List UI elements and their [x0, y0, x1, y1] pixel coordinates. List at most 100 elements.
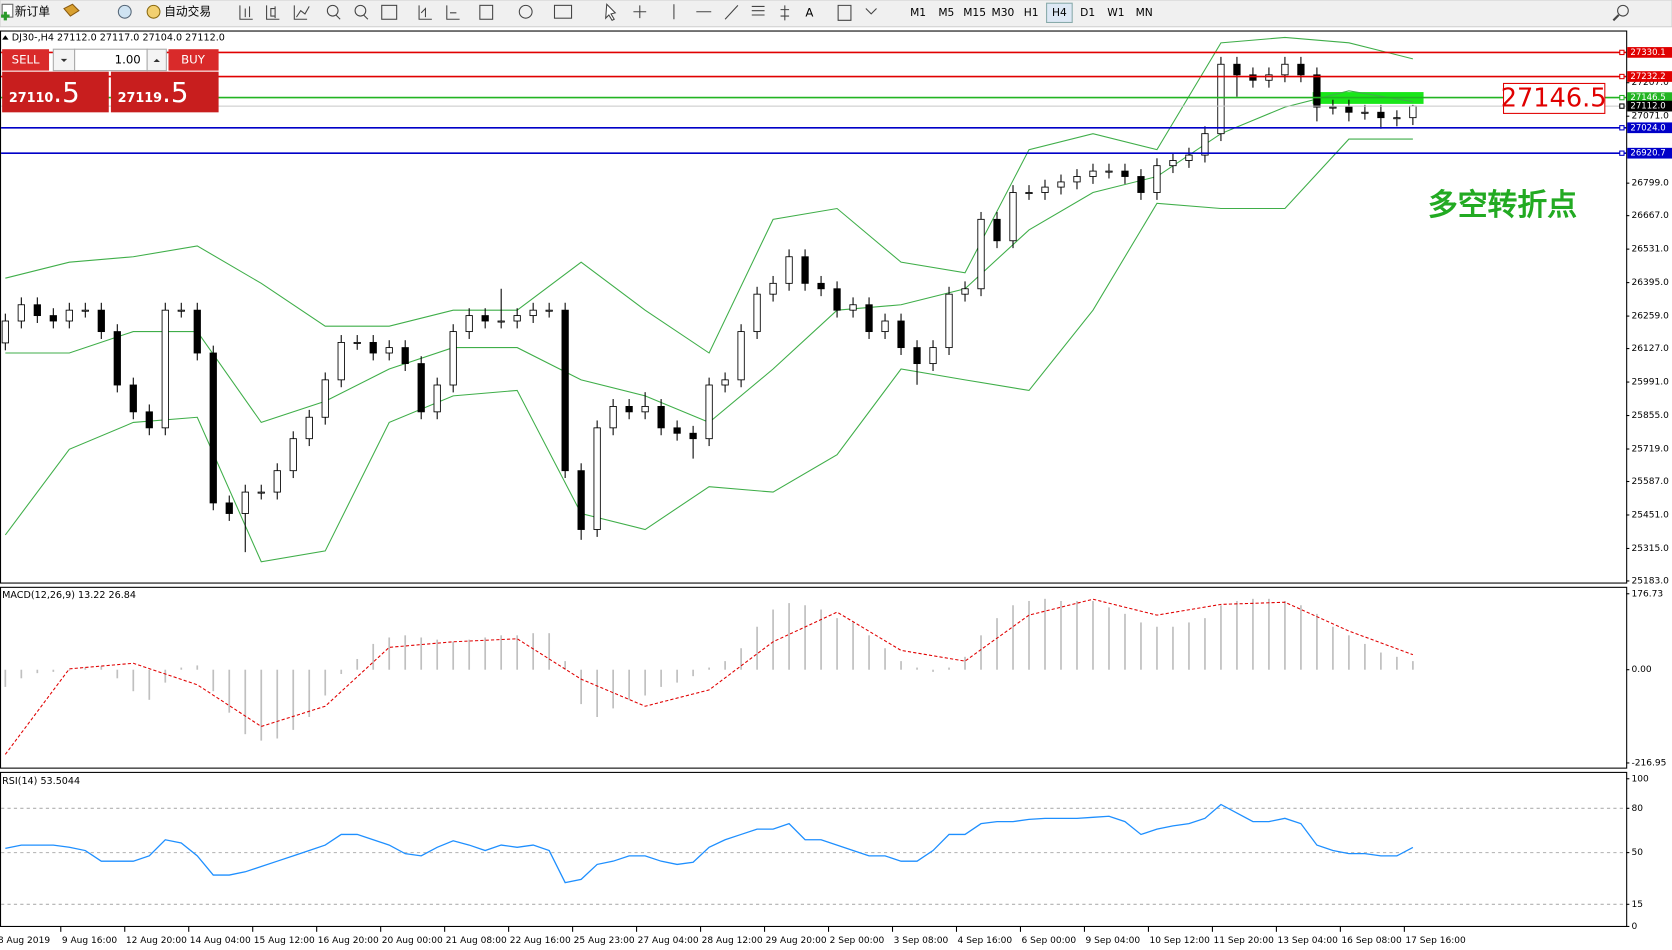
y-tick-label: 25991.0 — [1631, 378, 1669, 388]
new-order-button[interactable]: 新订单 — [1, 3, 50, 21]
macd-bar — [1300, 605, 1302, 670]
price-label: 27024.0 — [1630, 123, 1665, 133]
x-tick-label: 2 Sep 00:00 — [830, 936, 885, 946]
rsi-pane — [0, 771, 1628, 927]
macd-pane — [0, 586, 1628, 769]
macd-bar — [452, 641, 455, 670]
x-tick-label: 16 Sep 08:00 — [1341, 936, 1402, 946]
candle-body — [705, 384, 713, 440]
candle-body — [49, 315, 57, 322]
macd-bar — [1188, 622, 1190, 670]
candle-body — [817, 282, 825, 290]
macd-bar — [724, 661, 726, 670]
timeframe-button[interactable]: H4 — [1052, 6, 1067, 19]
macd-bar — [532, 633, 535, 670]
sell-price-box[interactable] — [2, 71, 109, 113]
candle-body — [529, 309, 537, 317]
macd-bar — [1220, 605, 1222, 670]
buy-price-pips: .5 — [162, 76, 188, 109]
timeframe-button[interactable]: M15 — [963, 6, 986, 19]
macd-bar — [500, 635, 503, 670]
text-tool-icon[interactable]: A — [805, 5, 813, 19]
timeframe-button[interactable]: M30 — [992, 6, 1015, 19]
buy-button[interactable] — [168, 49, 219, 71]
icon[interactable] — [63, 3, 80, 17]
line-marker — [1619, 125, 1625, 131]
plots: 27207.0 27071.0 26799.0 26667.0 26531.0 26395… — [0, 36, 1672, 946]
callout-text: 27146.5 — [1501, 83, 1607, 113]
macd-bar — [1364, 643, 1366, 670]
macd-bar — [52, 669, 55, 672]
macd-bar — [676, 669, 678, 683]
macd-bar — [996, 618, 998, 670]
y-tick-label: 25315.0 — [1631, 544, 1669, 554]
macd-bar — [372, 643, 375, 670]
search-icon[interactable] — [1617, 4, 1629, 17]
candle-body — [33, 304, 41, 317]
candle-body — [977, 218, 985, 290]
macd-bar — [1316, 613, 1318, 670]
timeframe-button[interactable]: M5 — [938, 6, 954, 19]
buy-price: 27119 — [118, 91, 163, 106]
candle-body — [1281, 63, 1289, 76]
candle-body — [465, 315, 473, 333]
buy-price-box[interactable] — [110, 71, 219, 113]
macd-bar — [964, 656, 966, 670]
macd-bar — [276, 669, 279, 739]
timeframe-button[interactable]: D1 — [1080, 6, 1095, 19]
candle-body — [753, 293, 761, 333]
candle-body — [417, 363, 425, 413]
y-tick-label: -216.95 — [1631, 758, 1666, 768]
active-timeframe — [1046, 2, 1073, 24]
line-marker — [1619, 94, 1625, 101]
signal-line — [4, 598, 1414, 755]
timeframe-button[interactable]: MN — [1136, 6, 1153, 19]
candle-body — [305, 416, 313, 440]
sell-price-pips: .5 — [53, 76, 79, 109]
macd-bar — [340, 669, 343, 675]
candle-body — [65, 309, 73, 322]
timeframe-button[interactable]: W1 — [1107, 6, 1124, 19]
timeframe-button[interactable]: H1 — [1024, 6, 1039, 19]
candle-body — [961, 288, 969, 295]
candle-body — [321, 379, 329, 418]
annotation-text: 多空转折点 — [1428, 188, 1577, 223]
icon[interactable] — [117, 4, 132, 19]
candle-body — [1121, 170, 1129, 177]
macd-bar — [20, 669, 23, 679]
macd-bar — [916, 667, 918, 670]
timeframe-button[interactable]: M1 — [910, 6, 926, 19]
candle-body — [881, 320, 889, 333]
macd-bar — [404, 635, 407, 670]
y-tick-label: 27207.0 — [1631, 78, 1669, 88]
toolbar-label: 新订单 — [15, 4, 50, 18]
sell-button[interactable] — [2, 49, 50, 71]
candle-body — [689, 432, 697, 440]
rsi-line — [5, 803, 1414, 884]
y-tick-label: 0.00 — [1631, 665, 1651, 675]
candle-body — [801, 256, 809, 284]
macd-bar — [212, 669, 215, 692]
x-tick-label: 11 Sep 20:00 — [1213, 936, 1274, 946]
toolbar-icons — [239, 3, 877, 22]
auto-trading-button[interactable]: 自动交易 — [146, 4, 211, 19]
collapse-icon[interactable] — [2, 35, 9, 40]
x-tick-label: 10 Sep 12:00 — [1150, 936, 1211, 946]
x-tick-label: 14 Aug 04:00 — [190, 936, 251, 946]
macd-bar — [68, 669, 71, 671]
candle-body — [1233, 63, 1241, 76]
y-tick-label: 26667.0 — [1631, 211, 1669, 221]
x-tick-label: 17 Sep 16:00 — [1405, 936, 1466, 946]
macd-bar — [772, 609, 774, 670]
candle-body — [1137, 176, 1145, 193]
macd-bar — [324, 669, 327, 696]
macd-bar — [1412, 661, 1414, 670]
x-tick-label: 8 Aug 2019 — [0, 936, 50, 946]
line-marker — [1619, 150, 1625, 156]
candle-body — [1361, 111, 1369, 114]
candle-body — [433, 384, 441, 413]
bollinger-band — [5, 36, 1414, 354]
candle-body — [993, 218, 1001, 242]
candle-body — [513, 315, 521, 322]
candle-body — [1217, 63, 1225, 135]
